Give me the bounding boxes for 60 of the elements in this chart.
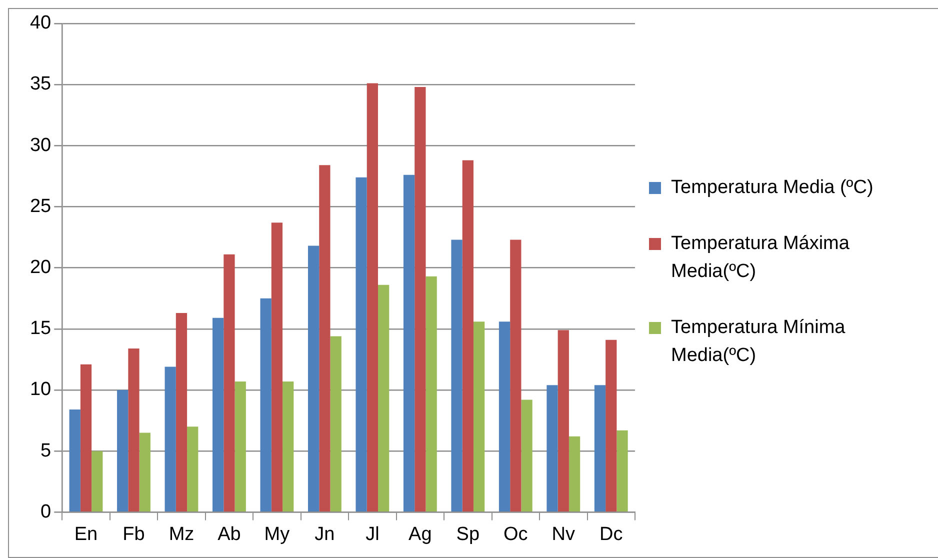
bar (187, 426, 198, 512)
bar (558, 330, 569, 512)
x-tick-label: En (74, 524, 98, 545)
bar (319, 165, 330, 512)
y-tick-label: 30 (30, 134, 52, 156)
bar (366, 83, 378, 512)
bar (212, 318, 224, 512)
bar (568, 436, 580, 512)
bar (260, 298, 272, 512)
bar (498, 322, 510, 512)
bar (546, 385, 558, 512)
x-tick-label: Oc (504, 524, 528, 545)
x-tick-label: Jl (366, 524, 380, 545)
y-tick-label: 40 (30, 12, 52, 34)
bar (128, 348, 140, 512)
bar (356, 177, 367, 512)
x-tick-label: My (264, 524, 290, 545)
x-tick-label: Jn (314, 524, 335, 545)
bar (224, 254, 235, 512)
x-tick-label: Nv (552, 524, 576, 545)
bar (378, 284, 390, 512)
y-tick-label: 25 (30, 196, 52, 217)
bar (234, 381, 246, 512)
bar (164, 366, 176, 512)
y-tick-label: 15 (30, 318, 52, 340)
bar (403, 174, 415, 512)
bar (117, 390, 128, 512)
bar (462, 160, 474, 512)
bar (92, 451, 103, 512)
y-tick-label: 0 (40, 501, 52, 522)
bar (606, 340, 617, 512)
bar (80, 364, 92, 512)
y-tick-label: 5 (40, 440, 52, 462)
x-tick-label: Fb (122, 524, 145, 545)
bar (308, 246, 320, 512)
y-tick-label: 35 (30, 74, 52, 95)
y-tick-label: 20 (30, 257, 52, 278)
bar (594, 385, 606, 512)
x-tick-label: Ag (408, 524, 432, 545)
bar (139, 432, 150, 512)
bar (426, 276, 437, 512)
legend-label: Temperatura Media (ºC) (671, 176, 874, 200)
bar (282, 381, 294, 512)
bar (521, 400, 532, 512)
y-tick-label: 10 (30, 379, 52, 400)
bar (271, 222, 283, 512)
bar (451, 240, 462, 512)
x-tick-label: Mz (168, 524, 194, 545)
bar (414, 86, 426, 512)
legend-label: Temperatura Máxima Media(ºC) (671, 232, 850, 284)
bar (330, 336, 342, 512)
legend-label: Temperatura Mínima Media(ºC) (671, 316, 846, 368)
x-tick-label: Ab (218, 524, 241, 545)
bar (616, 430, 628, 512)
bar (69, 410, 80, 512)
bar (510, 240, 522, 512)
x-tick-label: Dc (600, 524, 623, 545)
bar (473, 322, 485, 512)
bar (176, 313, 188, 512)
x-tick-label: Sp (456, 524, 480, 545)
